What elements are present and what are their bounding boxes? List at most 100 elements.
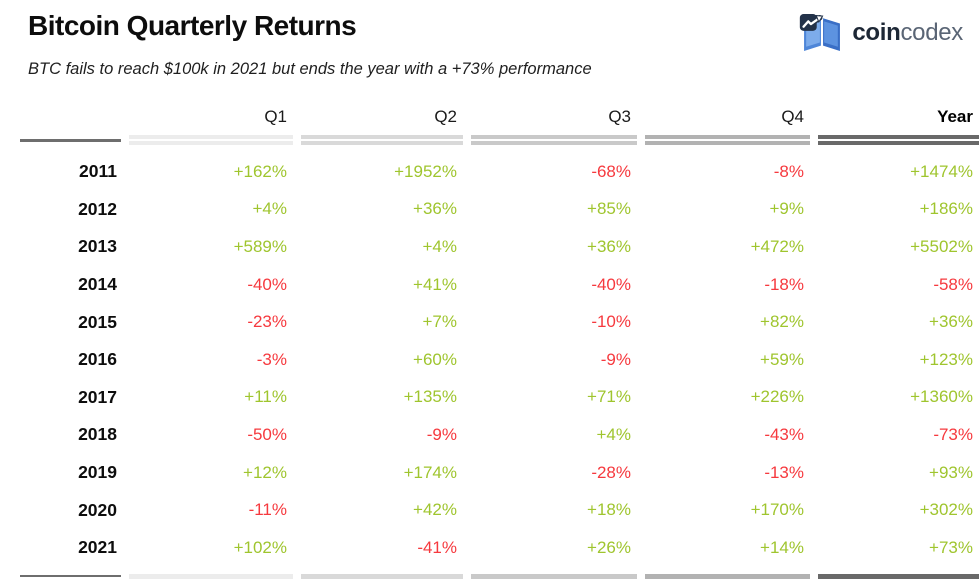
cell-q1: -23% <box>247 312 287 332</box>
table-row-2020: 2020 -11% +42% +18% +170% +302% <box>0 491 979 529</box>
rule-q2 <box>293 131 463 153</box>
header-q3: Q3 <box>608 107 631 126</box>
row-year: 2016 <box>78 349 117 370</box>
cell-q3: -10% <box>591 312 631 332</box>
cell-q2: +1952% <box>394 161 457 181</box>
cell-q1: -50% <box>247 424 287 444</box>
header-year: Year <box>937 107 973 126</box>
cell-year: +123% <box>919 349 973 369</box>
brand-coin: coin <box>852 19 901 46</box>
cell-year: -73% <box>933 424 973 444</box>
rule-year <box>810 131 979 153</box>
cell-year: +302% <box>919 500 973 520</box>
cell-q3: -9% <box>600 349 631 369</box>
table-row-2013: 2013 +589% +4% +36% +472% +5502% <box>0 228 979 266</box>
cell-q2: +41% <box>413 274 457 294</box>
page-title: Bitcoin Quarterly Returns <box>28 10 357 41</box>
cell-year: +1360% <box>910 387 973 407</box>
cell-q4: +226% <box>750 387 804 407</box>
row-year: 2015 <box>78 311 117 332</box>
cell-q3: +36% <box>587 236 631 256</box>
row-year: 2019 <box>78 462 117 483</box>
cell-year: -58% <box>933 274 973 294</box>
table-row-2021: 2021 +102% -41% +26% +14% +73% <box>0 529 979 567</box>
cell-q3: -40% <box>591 274 631 294</box>
header-q4: Q4 <box>781 107 804 126</box>
footer-rule-row <box>0 567 979 581</box>
table-row-2019: 2019 +12% +174% -28% -13% +93% <box>0 454 979 492</box>
footer-rule-q3 <box>463 567 637 581</box>
cell-q1: +11% <box>244 387 287 407</box>
row-year: 2014 <box>78 274 117 295</box>
row-year: 2020 <box>78 499 117 520</box>
cell-q1: -11% <box>248 500 287 520</box>
table-row-2011: 2011 +162% +1952% -68% -8% +1474% <box>0 153 979 191</box>
coincodex-book-chart-icon <box>800 14 841 51</box>
footer-rule-q1 <box>121 567 293 581</box>
cell-q4: -18% <box>764 274 804 294</box>
returns-table: Q1 Q2 Q3 Q4 Year 2011 +162% +1952% -68% … <box>0 100 979 581</box>
cell-year: +186% <box>919 199 973 219</box>
cell-q1: +162% <box>233 161 287 181</box>
header-q2: Q2 <box>434 107 457 126</box>
cell-q4: +472% <box>750 236 804 256</box>
footer-rule-year <box>810 567 979 581</box>
cell-q3: -68% <box>591 161 631 181</box>
cell-q4: +59% <box>760 349 804 369</box>
cell-q3: +26% <box>587 537 631 557</box>
cell-q1: +589% <box>233 236 287 256</box>
table-row-2016: 2016 -3% +60% -9% +59% +123% <box>0 341 979 379</box>
cell-q4: +14% <box>760 537 804 557</box>
cell-q1: -3% <box>256 349 287 369</box>
row-year: 2011 <box>79 161 117 182</box>
cell-q2: -9% <box>426 424 457 444</box>
table-row-2018: 2018 -50% -9% +4% -43% -73% <box>0 416 979 454</box>
cell-q1: -40% <box>247 274 287 294</box>
cell-q2: -41% <box>417 537 457 557</box>
cell-year: +36% <box>929 312 973 332</box>
cell-q4: -13% <box>764 462 804 482</box>
row-year: 2018 <box>78 424 117 445</box>
cell-year: +93% <box>929 462 973 482</box>
cell-q3: +18% <box>587 500 631 520</box>
header-rule-row <box>0 131 979 153</box>
brand-codex: codex <box>900 19 963 46</box>
footer-rule-q2 <box>293 567 463 581</box>
cell-q2: +7% <box>422 312 458 332</box>
rule-label-col <box>0 131 121 153</box>
cell-q2: +36% <box>413 199 457 219</box>
rule-q1 <box>121 131 293 153</box>
rule-q3 <box>463 131 637 153</box>
cell-q2: +60% <box>413 349 457 369</box>
header-q1: Q1 <box>264 107 287 126</box>
cell-year: +5502% <box>910 236 973 256</box>
cell-q4: +9% <box>769 199 805 219</box>
row-year: 2021 <box>78 537 117 558</box>
cell-q1: +102% <box>233 537 287 557</box>
cell-q2: +135% <box>403 387 457 407</box>
cell-q1: +12% <box>243 462 287 482</box>
cell-q4: +82% <box>760 312 804 332</box>
cell-q3: +85% <box>587 199 631 219</box>
cell-q2: +174% <box>403 462 457 482</box>
cell-q3: +4% <box>596 424 632 444</box>
cell-q3: -28% <box>591 462 631 482</box>
rule-q4 <box>637 131 810 153</box>
cell-q4: -8% <box>773 161 804 181</box>
footer-rule-label-col <box>0 567 121 581</box>
cell-q3: +71% <box>587 387 631 407</box>
cell-q1: +4% <box>252 199 288 219</box>
row-year: 2012 <box>78 198 117 219</box>
cell-q4: -43% <box>764 424 804 444</box>
table-row-2017: 2017 +11% +135% +71% +226% +1360% <box>0 379 979 417</box>
cell-q2: +42% <box>413 500 457 520</box>
coincodex-wordmark: coincodex <box>852 19 963 47</box>
table-header-row: Q1 Q2 Q3 Q4 Year <box>0 100 979 131</box>
coincodex-logo: coincodex <box>799 14 963 52</box>
cell-q4: +170% <box>750 500 804 520</box>
cell-year: +73% <box>929 537 973 557</box>
table-row-2014: 2014 -40% +41% -40% -18% -58% <box>0 266 979 304</box>
cell-q2: +4% <box>422 236 458 256</box>
row-year: 2017 <box>78 386 117 407</box>
